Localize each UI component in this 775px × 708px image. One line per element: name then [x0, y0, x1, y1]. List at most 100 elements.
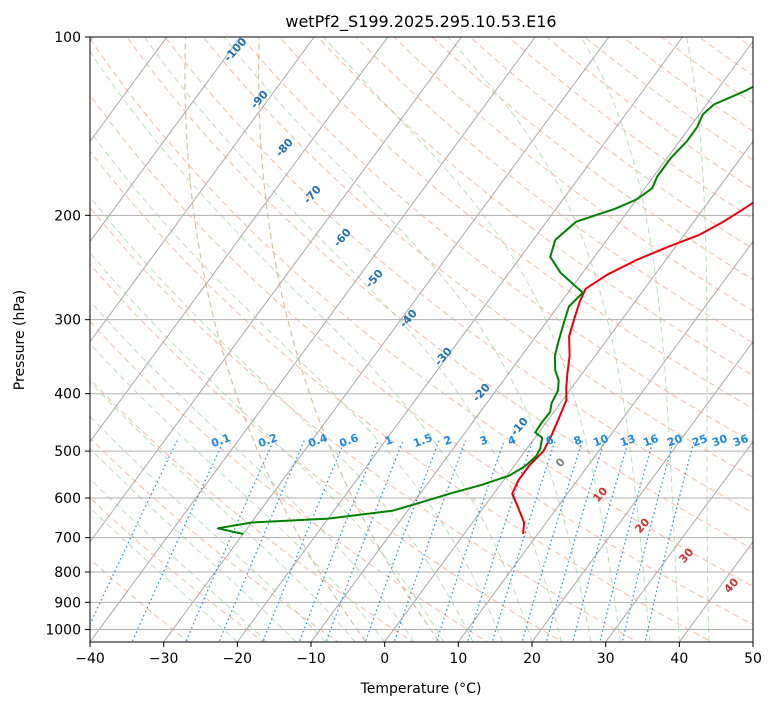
isotherm-line	[90, 37, 315, 343]
dry-adiabat-line	[545, 37, 753, 190]
mixing-ratio-line	[621, 440, 675, 642]
moist-adiabat-line	[323, 37, 621, 642]
temperature-line	[511, 201, 753, 535]
x-tick-label: 50	[744, 651, 762, 667]
mixing-ratio-label: 3	[478, 433, 490, 448]
isotherm-line	[90, 37, 389, 443]
x-axis-ticks: −40 −30 −20 −10 0 10 20 30 40 50	[75, 642, 762, 667]
x-axis-label: Temperature (°C)	[360, 681, 482, 697]
x-tick-label: 30	[597, 651, 615, 667]
mixing-ratio-lines	[90, 440, 695, 642]
moist-adiabat-line	[90, 130, 503, 642]
dry-adiabat-line	[90, 437, 340, 642]
mixing-ratio-line	[545, 440, 605, 642]
mixing-ratio-line	[599, 440, 654, 642]
dry-adiabat-line	[90, 320, 489, 642]
mixing-ratio-line	[521, 440, 583, 642]
chart-title: wetPf2_S199.2025.295.10.53.E16	[285, 12, 556, 32]
y-tick-label: 600	[54, 491, 81, 507]
x-tick-label: −10	[296, 651, 326, 667]
isotherm-line	[604, 440, 753, 642]
y-tick-label: 400	[54, 387, 81, 403]
isotherm-line	[310, 40, 753, 642]
moist-adiabat-line	[90, 415, 327, 642]
dewpoint-line	[216, 85, 753, 535]
y-tick-label: 700	[54, 531, 81, 547]
dry-adiabat-line	[90, 37, 753, 587]
moist-adiabat-line	[90, 380, 356, 642]
x-tick-label: 0	[380, 651, 389, 667]
moist-adiabat-line	[90, 342, 386, 642]
mixing-ratio-line	[491, 440, 556, 642]
y-tick-label: 200	[54, 208, 81, 224]
mixing-ratio-label: 30	[710, 432, 729, 450]
y-axis-label: Pressure (hPa)	[12, 290, 28, 390]
mixing-ratio-label: 36	[731, 432, 750, 450]
moist-adiabat-line	[143, 37, 562, 642]
mixing-ratio-line	[90, 440, 178, 626]
moist-adiabats	[90, 37, 710, 642]
isotherm-line	[383, 140, 753, 642]
mixing-ratio-line	[298, 440, 379, 642]
mixing-ratio-label: 0.6	[337, 431, 360, 450]
dry-adiabat-line	[90, 94, 753, 626]
mixing-ratio-label: 4	[506, 433, 518, 448]
mixing-ratio-line	[131, 440, 225, 642]
isotherm-line	[531, 340, 753, 642]
y-tick-label: 500	[54, 444, 81, 460]
dry-adiabat-line	[469, 37, 753, 250]
mixing-ratio-line	[262, 440, 346, 642]
moist-adiabat-line	[90, 300, 415, 642]
wetbulb-curve	[258, 37, 441, 642]
isotherm-line	[90, 37, 242, 243]
y-tick-label: 300	[54, 313, 81, 329]
dry-adiabat-line	[90, 263, 564, 642]
isotherm-line	[90, 37, 168, 143]
mixing-ratio-label: 1	[383, 433, 395, 448]
isotherm-line	[678, 540, 753, 642]
mixing-ratio-label: 2	[442, 433, 454, 448]
isotherm-line	[236, 37, 684, 642]
mixing-ratio-line	[218, 440, 305, 642]
mixing-ratio-label: 1.5	[411, 431, 434, 450]
plot-area: -100-90-80-70-60-50-40-30-20-10102030400…	[90, 37, 753, 642]
mixing-ratio-label: 0.2	[256, 431, 279, 450]
moist-adiabat-line	[90, 252, 445, 642]
moist-adiabat-line	[90, 50, 533, 642]
mixing-ratio-line	[185, 440, 275, 642]
x-tick-label: 10	[449, 651, 467, 667]
y-tick-label: 800	[54, 565, 81, 581]
dry-adiabat-line	[622, 37, 753, 132]
dry-adiabat-line	[355, 37, 753, 344]
mixing-ratio-label: 0.1	[209, 431, 232, 450]
mixing-ratio-label: 10	[591, 432, 610, 450]
sounding-series	[216, 85, 753, 535]
mixing-ratio-line	[466, 440, 534, 642]
dry-adiabat-line	[126, 37, 753, 550]
dry-adiabat-line	[584, 37, 753, 161]
y-tick-label: 100	[54, 30, 81, 46]
dry-adiabat-line	[393, 37, 753, 312]
mixing-ratio-label: 6	[544, 433, 556, 448]
dry-adiabat-line	[202, 37, 753, 478]
mixing-ratio-label: 0.4	[306, 431, 329, 450]
dry-adiabat-line	[90, 206, 639, 642]
dry-adiabat-line	[240, 37, 753, 444]
moist-adiabat-line	[223, 37, 592, 642]
isotherms	[90, 37, 753, 642]
isotherm-line	[162, 37, 610, 642]
dry-adiabat-line	[507, 37, 753, 220]
x-tick-label: 20	[523, 651, 541, 667]
wetbulb-curve	[184, 37, 367, 642]
pressure-gridlines	[90, 37, 753, 630]
mixing-ratio-label: 25	[690, 432, 709, 449]
moist-adiabat-line	[90, 478, 268, 642]
x-tick-label: −20	[223, 651, 253, 667]
x-tick-label: 40	[670, 651, 688, 667]
plot-frame	[89, 36, 754, 643]
isotherm-line	[457, 240, 753, 642]
dry-adiabat-line	[164, 37, 753, 514]
mixing-ratio-label: 20	[665, 432, 684, 450]
